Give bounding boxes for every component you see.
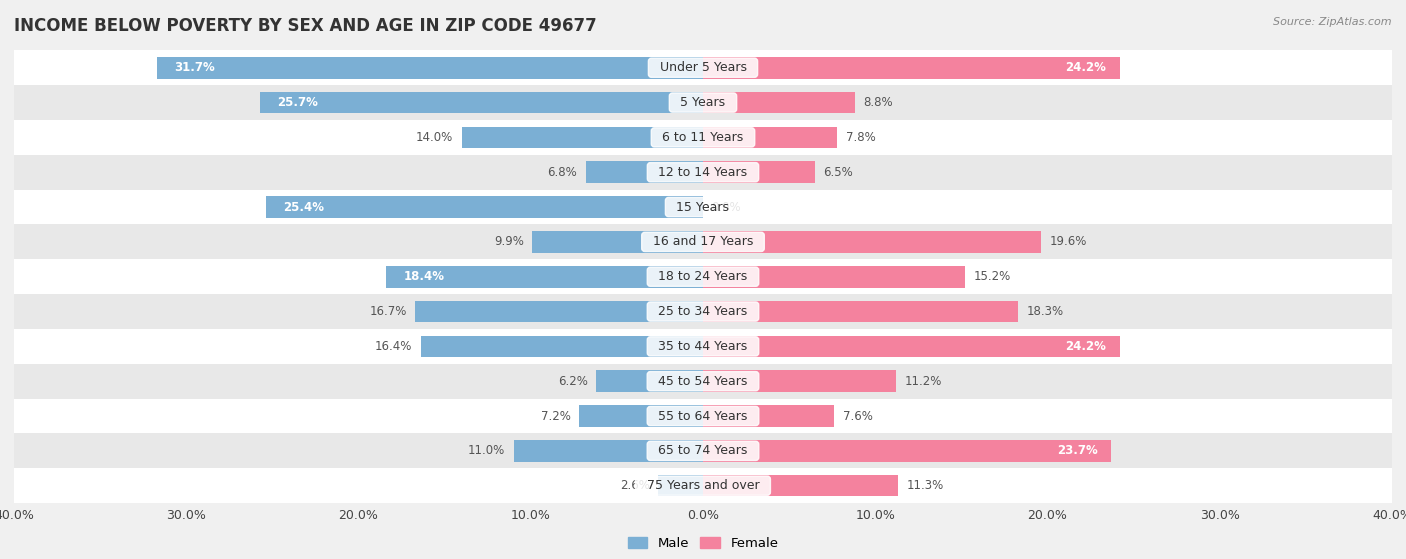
Text: 15.2%: 15.2%: [973, 270, 1011, 283]
Bar: [14, 364, 1392, 399]
Bar: [703, 57, 1119, 78]
Text: 25 to 34 Years: 25 to 34 Years: [651, 305, 755, 318]
Text: 7.8%: 7.8%: [846, 131, 876, 144]
Text: 5 Years: 5 Years: [672, 96, 734, 109]
Text: Source: ZipAtlas.com: Source: ZipAtlas.com: [1274, 17, 1392, 27]
Text: 11.0%: 11.0%: [468, 444, 505, 457]
Text: INCOME BELOW POVERTY BY SEX AND AGE IN ZIP CODE 49677: INCOME BELOW POVERTY BY SEX AND AGE IN Z…: [14, 17, 596, 35]
Text: 2.6%: 2.6%: [620, 479, 650, 492]
Text: 6.5%: 6.5%: [824, 165, 853, 179]
Text: 11.3%: 11.3%: [907, 479, 943, 492]
Bar: [658, 475, 703, 496]
Text: 6.2%: 6.2%: [558, 375, 588, 388]
Text: 15 Years: 15 Years: [668, 201, 738, 214]
Bar: [703, 335, 1119, 357]
Bar: [14, 433, 1392, 468]
Text: 9.9%: 9.9%: [494, 235, 524, 248]
Text: 23.7%: 23.7%: [1057, 444, 1098, 457]
Bar: [513, 440, 703, 462]
Text: 16.7%: 16.7%: [370, 305, 406, 318]
Bar: [703, 92, 855, 113]
Text: 18.4%: 18.4%: [404, 270, 444, 283]
Text: 25.4%: 25.4%: [283, 201, 323, 214]
Text: 14.0%: 14.0%: [416, 131, 453, 144]
Bar: [703, 405, 834, 427]
Text: 11.2%: 11.2%: [904, 375, 942, 388]
Bar: [703, 301, 1018, 323]
Bar: [14, 85, 1392, 120]
Bar: [14, 120, 1392, 155]
Bar: [14, 259, 1392, 294]
Bar: [14, 468, 1392, 503]
Bar: [533, 231, 703, 253]
Bar: [586, 162, 703, 183]
Bar: [415, 301, 703, 323]
Text: 18.3%: 18.3%: [1026, 305, 1064, 318]
Bar: [14, 225, 1392, 259]
Bar: [703, 231, 1040, 253]
Bar: [14, 329, 1392, 364]
Text: 7.2%: 7.2%: [540, 410, 571, 423]
Text: 6.8%: 6.8%: [547, 165, 578, 179]
Bar: [703, 371, 896, 392]
Bar: [266, 196, 703, 218]
Bar: [703, 475, 897, 496]
Text: 45 to 54 Years: 45 to 54 Years: [651, 375, 755, 388]
Text: Under 5 Years: Under 5 Years: [651, 61, 755, 74]
Text: 75 Years and over: 75 Years and over: [638, 479, 768, 492]
Bar: [14, 50, 1392, 85]
Bar: [461, 126, 703, 148]
Bar: [260, 92, 703, 113]
Bar: [703, 126, 838, 148]
Text: 35 to 44 Years: 35 to 44 Years: [651, 340, 755, 353]
Bar: [420, 335, 703, 357]
Text: 18 to 24 Years: 18 to 24 Years: [651, 270, 755, 283]
Bar: [703, 162, 815, 183]
Text: 25.7%: 25.7%: [277, 96, 318, 109]
Bar: [703, 440, 1111, 462]
Text: 55 to 64 Years: 55 to 64 Years: [651, 410, 755, 423]
Text: 6 to 11 Years: 6 to 11 Years: [654, 131, 752, 144]
Bar: [579, 405, 703, 427]
Text: 8.8%: 8.8%: [863, 96, 893, 109]
Text: 31.7%: 31.7%: [174, 61, 215, 74]
Text: 24.2%: 24.2%: [1066, 340, 1107, 353]
Bar: [157, 57, 703, 78]
Text: 16.4%: 16.4%: [374, 340, 412, 353]
Text: 7.6%: 7.6%: [842, 410, 872, 423]
Text: 19.6%: 19.6%: [1049, 235, 1087, 248]
Bar: [387, 266, 703, 287]
Bar: [14, 399, 1392, 433]
Bar: [596, 371, 703, 392]
Text: 12 to 14 Years: 12 to 14 Years: [651, 165, 755, 179]
Text: 16 and 17 Years: 16 and 17 Years: [645, 235, 761, 248]
Bar: [14, 155, 1392, 190]
Text: 24.2%: 24.2%: [1066, 61, 1107, 74]
Bar: [14, 294, 1392, 329]
Legend: Male, Female: Male, Female: [623, 532, 783, 555]
Text: 0.0%: 0.0%: [711, 201, 741, 214]
Bar: [703, 266, 965, 287]
Bar: [14, 190, 1392, 225]
Text: 65 to 74 Years: 65 to 74 Years: [651, 444, 755, 457]
